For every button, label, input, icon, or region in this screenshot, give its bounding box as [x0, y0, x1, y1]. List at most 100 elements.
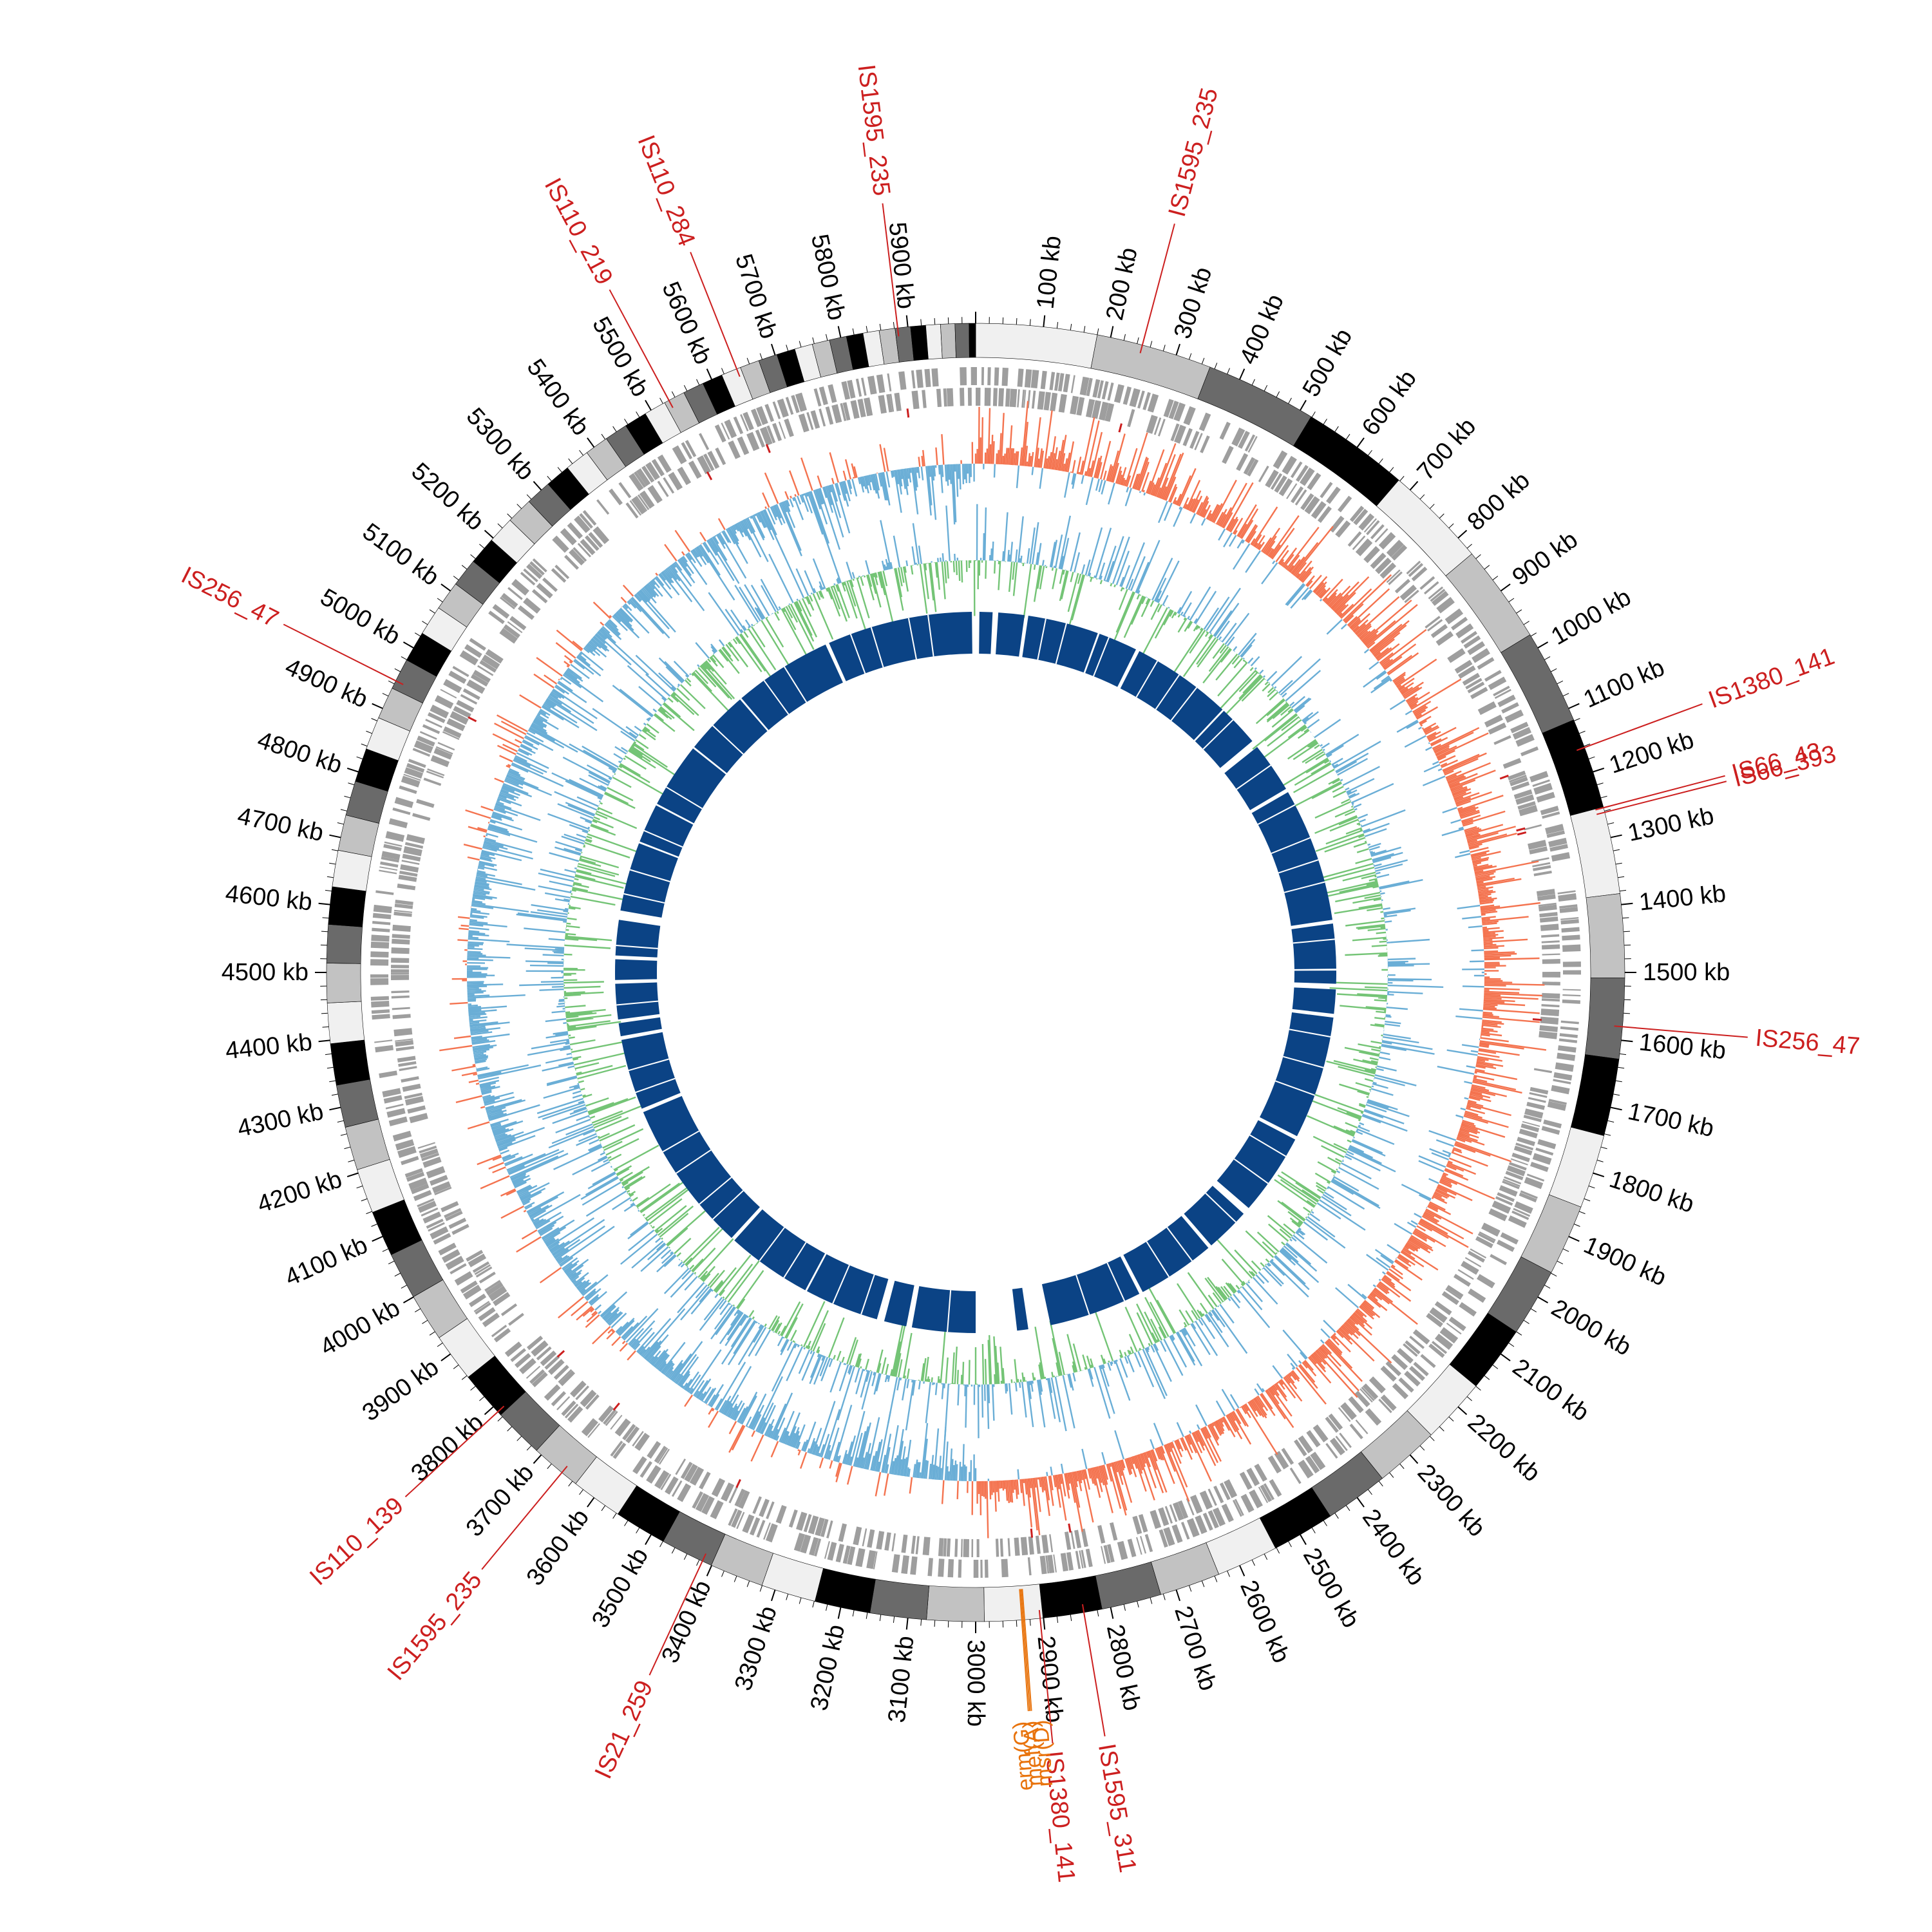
cds-feature	[1219, 421, 1231, 440]
cds-feature	[1104, 402, 1115, 422]
cds-feature	[559, 1370, 576, 1387]
tick-mark	[1429, 1435, 1435, 1441]
cds-feature	[523, 568, 538, 583]
cds-feature	[393, 911, 412, 917]
cds-feature	[1526, 1173, 1545, 1182]
cds-feature	[475, 1302, 491, 1315]
cds-feature	[1467, 641, 1486, 656]
tick-mark	[579, 1489, 583, 1495]
cds-feature	[560, 527, 577, 545]
tick-mark	[1276, 391, 1280, 397]
tick-mark	[706, 1565, 712, 1577]
cds-feature	[434, 695, 454, 709]
inner-block	[806, 1254, 889, 1320]
cds-feature	[1447, 648, 1466, 663]
cds-feature	[1435, 630, 1454, 646]
cds-feature	[827, 1542, 837, 1561]
cds-feature	[672, 445, 687, 464]
gene-leader-line	[1019, 1589, 1029, 1712]
cds-feature	[1021, 389, 1025, 408]
cds-feature	[1171, 1524, 1183, 1544]
cds-feature	[585, 1394, 600, 1410]
cds-feature	[1451, 616, 1468, 630]
cds-feature	[887, 373, 892, 392]
tick-mark	[1264, 1553, 1268, 1560]
cds-feature	[612, 1442, 627, 1459]
cds-feature	[1212, 1507, 1226, 1527]
is-element-label: IS110_219	[539, 174, 618, 289]
block-gap	[1283, 881, 1325, 893]
cds-feature	[1117, 1540, 1128, 1560]
cds-feature	[1158, 419, 1166, 437]
block-gap	[1155, 674, 1180, 710]
tick-mark	[1562, 693, 1569, 697]
cds-feature	[1431, 1341, 1448, 1354]
tick-mark	[1475, 1386, 1481, 1391]
cds-feature	[1404, 589, 1419, 603]
tick-mark	[470, 1386, 476, 1391]
resistance-gene-label: erm(G)	[1009, 1721, 1038, 1792]
inner-block	[1195, 710, 1253, 768]
cds-feature	[1510, 721, 1529, 734]
tick-mark	[429, 609, 435, 614]
cds-feature	[1195, 1515, 1208, 1535]
cds-feature	[1296, 464, 1309, 482]
cds-feature	[1247, 436, 1258, 453]
cds-feature	[404, 842, 424, 849]
tick-mark	[497, 1416, 503, 1422]
cds-feature	[1057, 373, 1065, 392]
is-marker	[1516, 827, 1526, 832]
cds-feature	[1300, 493, 1314, 511]
cds-feature	[499, 628, 518, 644]
cds-feature	[663, 477, 675, 494]
tick-mark	[1557, 680, 1564, 685]
tick-mark	[636, 411, 640, 418]
tick-label: 2000 kb	[1547, 1294, 1636, 1361]
cds-feature	[371, 1009, 390, 1014]
cds-feature	[1429, 1307, 1448, 1323]
cds-feature	[450, 711, 469, 725]
cds-feature	[1031, 390, 1036, 409]
tick-mark	[337, 1120, 344, 1122]
cds-feature	[437, 742, 455, 751]
cds-feature	[1221, 1503, 1234, 1522]
cds-feature	[721, 1482, 735, 1502]
cds-feature	[1147, 393, 1159, 413]
inner-block	[1217, 1120, 1296, 1208]
cds-feature	[1198, 412, 1211, 431]
cds-feature	[916, 369, 923, 388]
block-gap	[849, 634, 866, 674]
block-gap	[1055, 623, 1067, 665]
cds-feature	[915, 1536, 920, 1555]
cds-feature	[750, 408, 762, 428]
cds-feature	[1405, 1340, 1421, 1355]
tick-mark	[346, 767, 359, 773]
tick-mark	[852, 328, 855, 335]
cds-feature	[1559, 904, 1578, 909]
cds-feature	[493, 1292, 511, 1307]
tick-mark	[1070, 1615, 1072, 1622]
tick-mark	[1311, 1527, 1316, 1534]
cds-feature	[1561, 927, 1580, 933]
cds-feature	[971, 1539, 974, 1557]
cds-feature	[756, 406, 768, 426]
tick-mark	[1378, 458, 1383, 464]
tick-mark	[1419, 1445, 1425, 1451]
cds-feature	[809, 1537, 819, 1556]
cds-feature	[391, 965, 410, 969]
cds-feature	[1513, 789, 1533, 800]
track-negative	[466, 463, 1485, 1482]
cds-feature	[1338, 1407, 1351, 1423]
tick-mark	[866, 326, 868, 333]
cds-feature	[1477, 1233, 1495, 1244]
inner-block	[639, 805, 694, 857]
cds-feature	[588, 532, 603, 548]
block-gap	[628, 1058, 669, 1072]
cds-feature	[806, 412, 814, 430]
tick-mark	[1189, 353, 1192, 360]
cds-feature	[397, 883, 416, 891]
cds-feature	[1397, 1348, 1414, 1364]
cds-feature	[864, 397, 873, 417]
tick-mark	[1083, 326, 1086, 333]
